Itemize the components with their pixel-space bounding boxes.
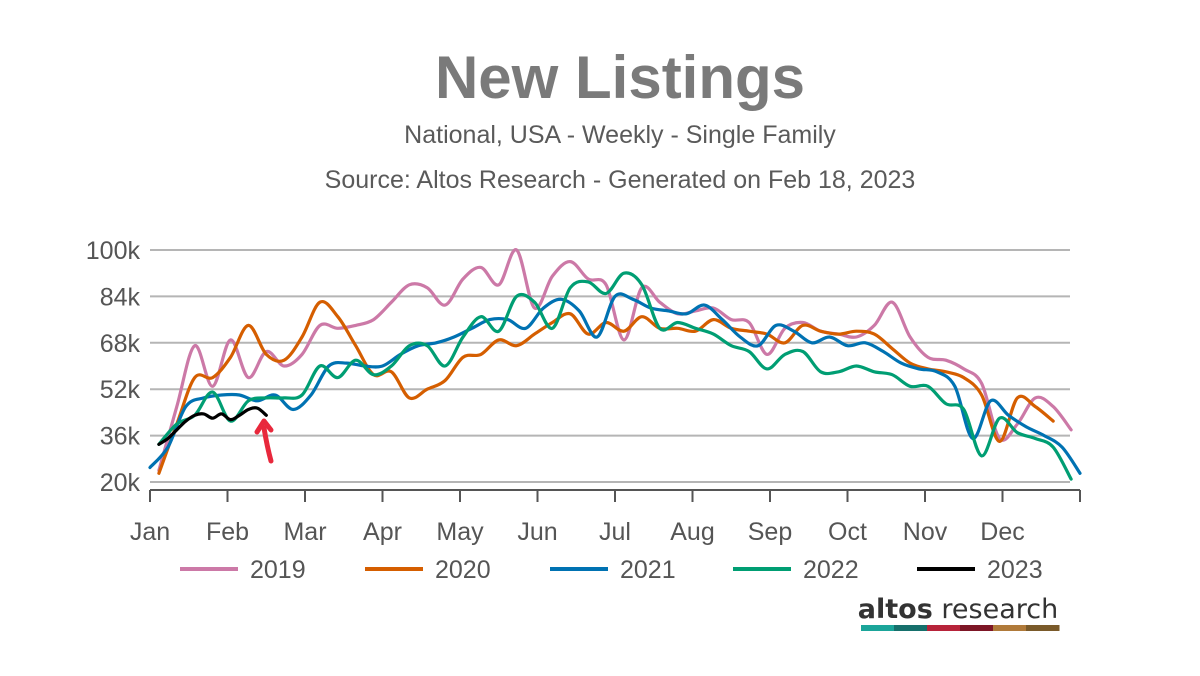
chart-subtitle: National, USA - Weekly - Single Family [404, 121, 836, 149]
logo-light-text: research [933, 594, 1058, 625]
logo-stripe-segment [927, 625, 961, 631]
x-axis: Jan Feb Mar Apr May Jun Jul Aug Sep Oct Nov Dec [130, 489, 1081, 546]
legend-label-2022: 2022 [803, 556, 859, 584]
y-axis-ticks: 20k 36k 52k 68k 84k 100k [86, 237, 141, 497]
series-line-2021 [148, 292, 1082, 475]
y-tick-label: 68k [100, 330, 141, 358]
chart-title: New Listings [435, 44, 805, 111]
svg-text:altos research: altos research [858, 594, 1058, 625]
annotation-arrow-icon [254, 418, 274, 464]
series-line-2023 [157, 406, 268, 446]
series-lines [148, 248, 1082, 481]
logo-stripe-segment [861, 625, 895, 631]
logo-stripe [861, 625, 1060, 631]
y-tick-label: 84k [100, 283, 141, 311]
x-tick-label: Oct [828, 518, 867, 546]
series-line-2022 [157, 271, 1073, 481]
x-tick-label: Dec [980, 518, 1024, 546]
y-tick-label: 52k [100, 376, 141, 404]
legend-label-2023: 2023 [987, 556, 1043, 584]
legend-label-2020: 2020 [435, 556, 491, 584]
x-tick-label: Mar [283, 518, 326, 546]
logo-stripe-segment [894, 625, 928, 631]
x-tick-label: Feb [206, 518, 249, 546]
chart-source: Source: Altos Research - Generated on Fe… [325, 166, 916, 194]
x-tick-label: Nov [903, 518, 948, 546]
legend-label-2021: 2021 [620, 556, 676, 584]
x-tick-label: Apr [363, 518, 402, 546]
x-tick-label: Aug [670, 518, 714, 546]
legend-label-2019: 2019 [250, 556, 306, 584]
y-tick-label: 100k [86, 237, 141, 265]
x-tick-label: Jul [599, 518, 631, 546]
logo-bold-text: altos [858, 594, 933, 625]
legend: 2019 2020 2021 2022 2023 [180, 556, 1043, 584]
y-tick-label: 36k [100, 423, 141, 451]
x-tick-label: Jan [130, 518, 170, 546]
logo-stripe-segment [1026, 625, 1060, 631]
altos-research-logo: altos research [858, 594, 1060, 631]
logo-stripe-segment [993, 625, 1027, 631]
y-tick-label: 20k [100, 469, 141, 497]
x-tick-label: Jun [517, 518, 557, 546]
x-tick-label: Sep [748, 518, 792, 546]
x-tick-label: May [436, 518, 484, 546]
logo-stripe-segment [960, 625, 994, 631]
